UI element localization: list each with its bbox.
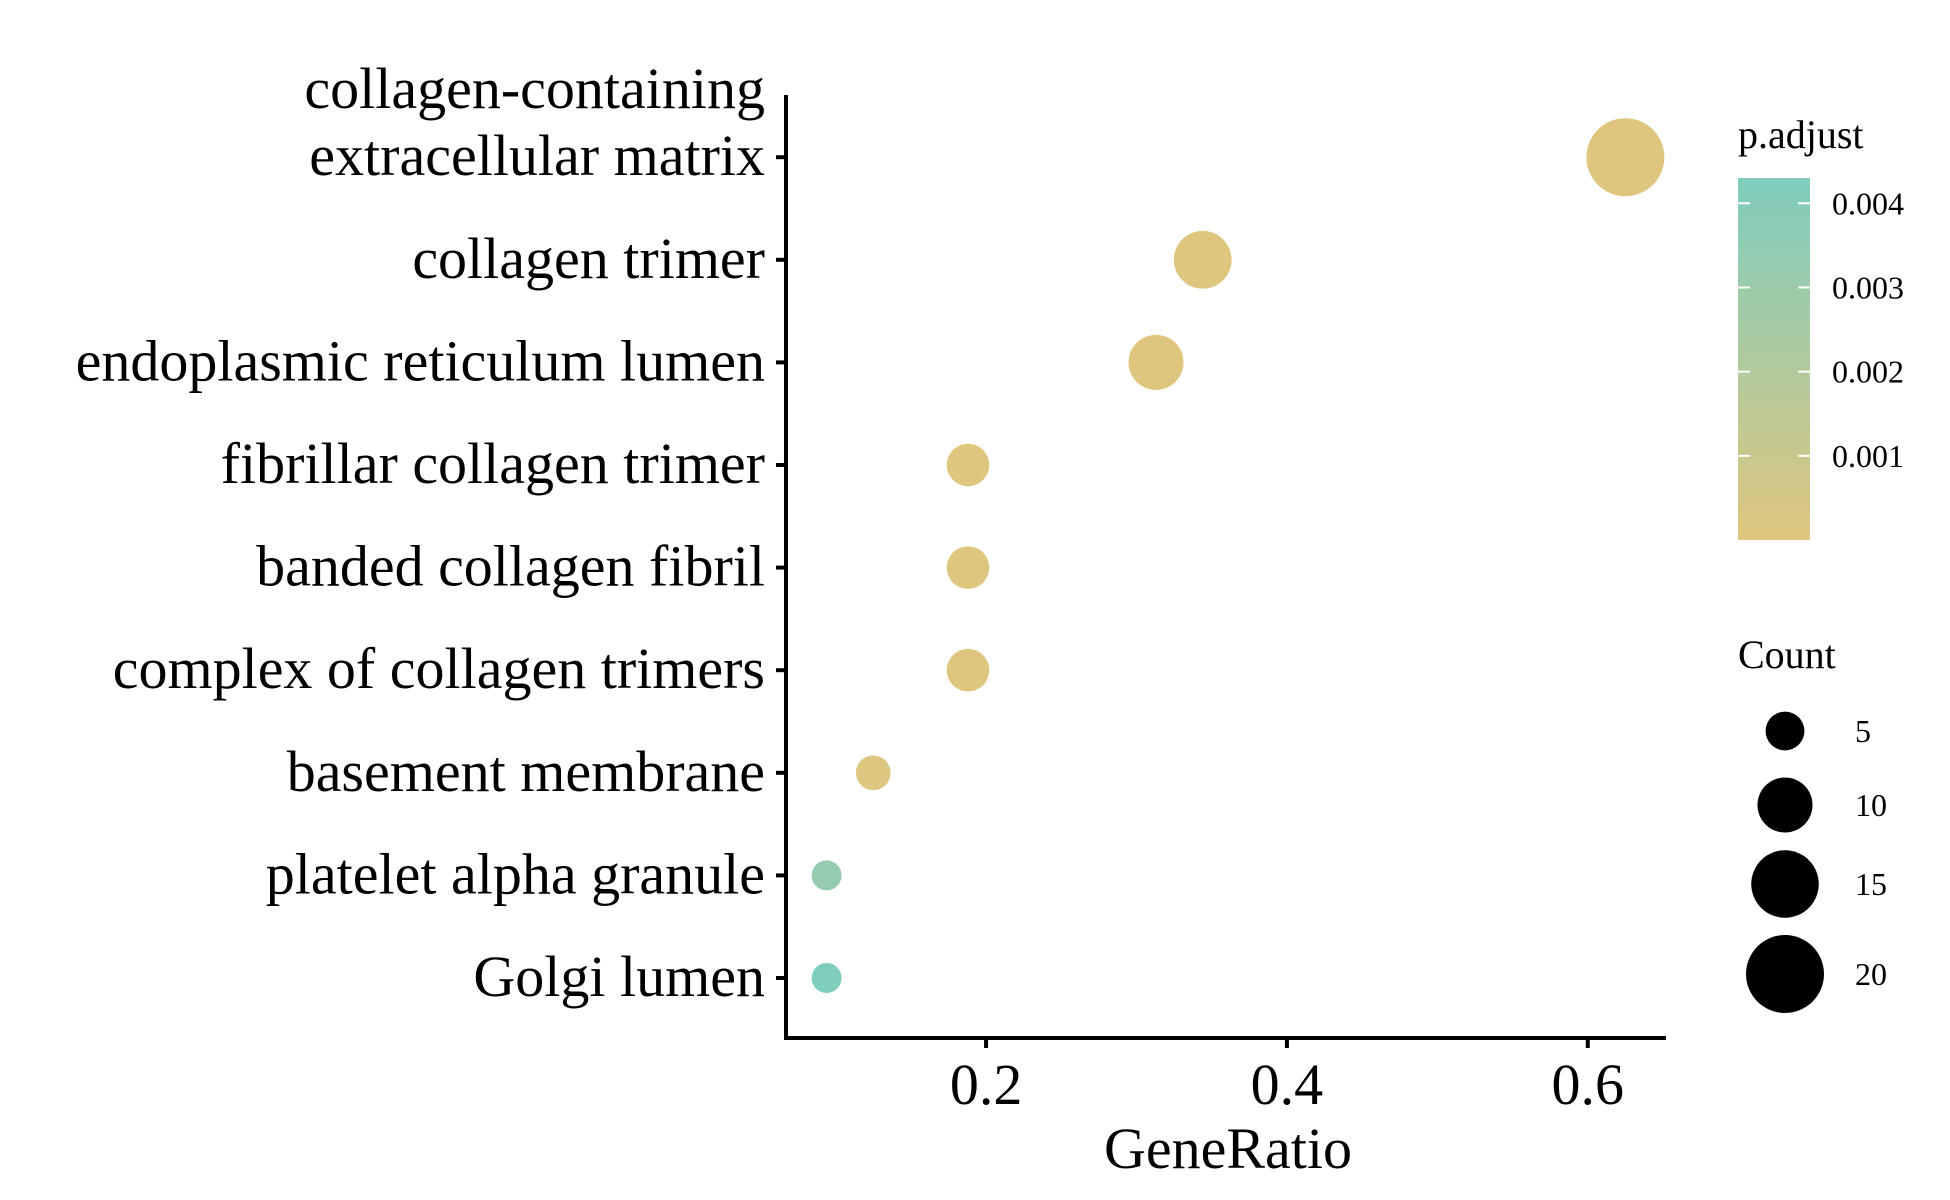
- y-tick-label-endoplasmic-reticulum-lumen: endoplasmic reticulum lumen: [76, 328, 765, 393]
- x-axis: 0.2 0.4 0.6: [784, 1036, 1666, 1117]
- point-banded-collagen-fibril: [946, 546, 990, 589]
- color-legend-label-0-001: 0.001: [1832, 438, 1904, 474]
- point-complex-of-collagen-trimers: [946, 648, 990, 692]
- y-tick-label-complex-of-collagen-trimers: complex of collagen trimers: [113, 636, 765, 701]
- color-bar: [1738, 178, 1810, 540]
- y-axis: Golgi lumen platelet alpha granule basemen…: [76, 56, 788, 1038]
- y-tick-label-banded-collagen-fibril: banded collagen fibril: [256, 534, 765, 599]
- y-tick-label-basement-membrane: basement membrane: [287, 739, 765, 804]
- point-golgi-lumen: [811, 963, 842, 993]
- x-tick-label-0-6: 0.6: [1552, 1052, 1625, 1117]
- color-legend-title: p.adjust: [1738, 112, 1864, 157]
- size-legend-title: Count: [1738, 632, 1836, 677]
- color-legend-label-0-004: 0.004: [1832, 185, 1904, 221]
- x-tick-label-0-2: 0.2: [950, 1052, 1023, 1117]
- point-collagen-containing-extracellular-matrix: [1586, 118, 1665, 197]
- size-legend-marker-20: [1746, 935, 1824, 1013]
- point-fibrillar-collagen-trimer: [946, 443, 990, 487]
- y-tick-label-collagen-trimer: collagen trimer: [412, 226, 765, 291]
- size-legend: Count 5 10 15 20: [1738, 632, 1887, 1013]
- size-legend-label-10: 10: [1855, 787, 1887, 823]
- y-tick-label-platelet-alpha-granule: platelet alpha granule: [266, 841, 765, 906]
- point-collagen-trimer: [1173, 230, 1232, 289]
- size-legend-marker-15: [1751, 850, 1819, 918]
- size-legend-marker-10: [1757, 777, 1813, 833]
- size-legend-label-20: 20: [1855, 956, 1887, 992]
- plot-area: [811, 118, 1665, 993]
- size-legend-label-15: 15: [1855, 866, 1887, 902]
- color-legend-label-0-002: 0.002: [1832, 354, 1904, 390]
- y-tick-label-extracellular-matrix: extracellular matrix: [309, 123, 765, 188]
- color-legend-label-0-003: 0.003: [1832, 269, 1904, 305]
- x-tick-label-0-4: 0.4: [1251, 1052, 1324, 1117]
- point-endoplasmic-reticulum-lumen: [1128, 334, 1184, 390]
- y-tick-label-golgi-lumen: Golgi lumen: [473, 944, 765, 1009]
- y-tick-label-collagen-containing: collagen-containing: [304, 56, 765, 121]
- size-legend-marker-5: [1765, 711, 1805, 751]
- point-basement-membrane: [855, 755, 891, 791]
- y-tick-label-fibrillar-collagen-trimer: fibrillar collagen trimer: [221, 431, 765, 496]
- point-platelet-alpha-granule: [811, 860, 842, 891]
- x-axis-title: GeneRatio: [1104, 1116, 1352, 1181]
- color-legend: p.adjust 0.004 0.003 0.002 0.001: [1738, 112, 1904, 540]
- size-legend-label-5: 5: [1855, 713, 1871, 749]
